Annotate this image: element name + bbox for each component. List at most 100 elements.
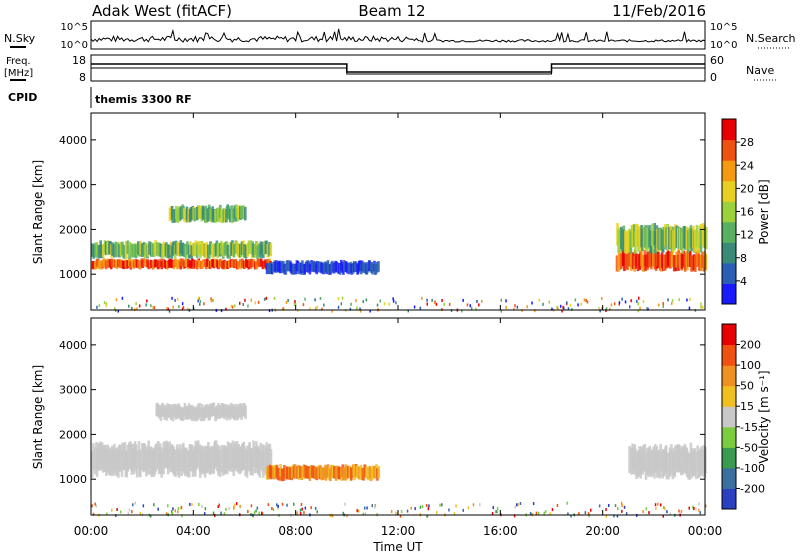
noise-cell	[210, 299, 213, 303]
colorbar-segment	[722, 221, 736, 243]
echo-cell	[330, 465, 333, 478]
noise-cell	[309, 307, 311, 311]
echo-cell	[279, 464, 282, 477]
noise-cell	[167, 307, 169, 311]
colorbar-tick-label: 20	[740, 182, 754, 195]
nave-label: Nave	[746, 64, 774, 77]
echo-cell	[241, 259, 244, 268]
echo-cell	[179, 240, 183, 254]
echo-cell	[210, 445, 214, 473]
echo-cell	[150, 259, 153, 268]
noise-cell	[376, 303, 379, 307]
echo-cell	[320, 262, 323, 274]
echo-cell	[670, 444, 673, 472]
echo-cell	[170, 444, 174, 471]
echo-cell	[163, 405, 167, 419]
echo-cell	[331, 260, 334, 272]
echo-cell	[671, 250, 674, 267]
power-colorbar: 4 8 12 16 20 24 28	[721, 118, 754, 305]
echo-cell	[107, 259, 110, 268]
noise-cell	[212, 298, 214, 302]
noise-cell	[517, 503, 519, 507]
power-echoes	[91, 204, 708, 313]
noise-cell	[567, 307, 570, 311]
colorbar-segment	[722, 488, 736, 510]
echo-cell	[176, 241, 179, 256]
echo-cell	[162, 241, 166, 256]
y-tick-label: 1000	[59, 268, 87, 281]
noise-cell	[513, 514, 516, 518]
noise-cell	[466, 303, 469, 307]
noise-cell	[131, 306, 133, 310]
noise-cell	[167, 504, 169, 508]
noise-cell	[586, 300, 589, 304]
noise-cell	[549, 512, 552, 516]
echo-cell	[209, 241, 213, 255]
noise-cell	[396, 512, 398, 516]
echo-cell	[373, 466, 376, 479]
echo-cell	[148, 241, 151, 255]
echo-cell	[699, 230, 703, 253]
noise-cell	[516, 305, 519, 309]
echo-cell	[240, 241, 244, 255]
echo-cell	[656, 450, 659, 478]
noise-cell	[350, 302, 352, 306]
noise-cell	[349, 307, 352, 311]
noise-cell	[127, 512, 130, 516]
noise-cell	[588, 514, 590, 518]
noise-cell	[299, 512, 302, 516]
power-yticks: 1000 2000 3000 4000	[59, 134, 705, 281]
x-tick-label: 04:00	[176, 524, 211, 538]
noise-cell	[605, 514, 607, 518]
noise-cell	[244, 298, 246, 302]
echo-cell	[239, 446, 243, 473]
noise-cell	[580, 302, 582, 306]
x-tick-label: 00:00	[688, 524, 723, 538]
noise-cell	[283, 307, 285, 311]
echo-cell	[223, 242, 227, 256]
echo-cell	[157, 243, 160, 257]
noise-cell	[356, 509, 358, 513]
echo-cell	[298, 262, 302, 274]
colorbar-segment	[722, 447, 736, 469]
noise-cell	[419, 306, 422, 310]
echo-cell	[123, 245, 126, 259]
noise-cell	[443, 303, 445, 306]
echo-cell	[257, 448, 260, 476]
echo-cell	[136, 259, 139, 268]
noise-cell	[667, 298, 669, 302]
echo-cell	[92, 261, 95, 270]
noise-cell	[426, 514, 428, 518]
noise-cell	[223, 512, 226, 516]
noise-cell	[136, 307, 138, 311]
echo-cell	[126, 240, 130, 254]
colorbar-segment	[722, 426, 736, 448]
noise-cell	[239, 504, 241, 508]
echo-cell	[178, 444, 182, 472]
noise-cell	[258, 511, 260, 515]
echo-cell	[128, 242, 132, 256]
echo-cell	[644, 254, 647, 271]
echo-cell	[183, 208, 186, 222]
noise-cell	[556, 503, 559, 507]
echo-cell	[350, 264, 353, 275]
noise-cell	[257, 300, 260, 304]
noise-cell	[566, 301, 568, 305]
echo-cell	[92, 443, 95, 471]
noise-cell	[605, 307, 608, 311]
colorbar-tick-label: -200	[740, 482, 765, 495]
noise-cell	[145, 303, 147, 307]
echo-cell	[131, 244, 135, 258]
velocity-colorbar-label: Velocity [m s⁻¹]	[757, 370, 771, 463]
noise-cell	[267, 503, 270, 507]
echo-cell	[694, 452, 698, 480]
noise-cell	[698, 508, 700, 512]
noise-cell	[537, 511, 540, 515]
noise-cell	[621, 297, 623, 301]
noise-cell	[662, 514, 664, 518]
echo-cell	[201, 447, 204, 475]
colorbar-tick-label: 24	[740, 159, 754, 172]
noise-cell	[678, 298, 680, 302]
echo-cell	[197, 260, 201, 269]
